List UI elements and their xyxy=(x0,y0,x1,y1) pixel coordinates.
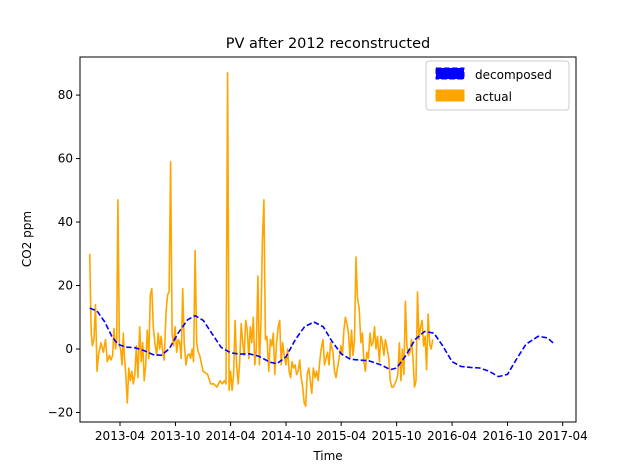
x-tick-label: 2016-10 xyxy=(482,429,532,443)
x-tick-label: 2016-04 xyxy=(427,429,477,443)
x-axis-label: Time xyxy=(312,449,342,463)
chart-title: PV after 2012 reconstructed xyxy=(226,36,430,52)
legend-label-decomposed: decomposed xyxy=(475,68,552,82)
legend-label-actual: actual xyxy=(475,90,512,104)
x-axis: 2013-04 2013-10 2014-04 2014-10 2015-04 2015-… xyxy=(95,422,588,443)
x-tick-label: 2014-04 xyxy=(206,429,256,443)
series-line-actual xyxy=(88,72,434,407)
legend-swatch-decomposed xyxy=(435,67,465,80)
plot-area xyxy=(88,72,556,407)
y-tick-label: 60 xyxy=(58,152,73,166)
legend: decomposed actual xyxy=(425,60,570,111)
y-axis-label: CO2 ppm xyxy=(20,211,34,267)
x-tick-label: 2015-04 xyxy=(316,429,366,443)
y-axis: −20 0 20 40 60 80 xyxy=(48,88,80,419)
x-tick-label: 2013-10 xyxy=(150,429,200,443)
plot-frame xyxy=(79,56,577,423)
y-tick-label: 0 xyxy=(65,342,73,356)
y-tick-label: −20 xyxy=(48,405,73,419)
x-tick-label: 2015-10 xyxy=(372,429,422,443)
x-tick-label: 2014-10 xyxy=(261,429,311,443)
series-line-decomposed xyxy=(89,307,556,378)
y-tick-label: 20 xyxy=(58,279,73,293)
legend-swatch-actual xyxy=(435,89,465,102)
y-tick-label: 80 xyxy=(58,88,73,102)
x-tick-label: 2013-04 xyxy=(95,429,145,443)
y-tick-label: 40 xyxy=(58,215,73,229)
x-tick-label: 2017-04 xyxy=(538,429,588,443)
